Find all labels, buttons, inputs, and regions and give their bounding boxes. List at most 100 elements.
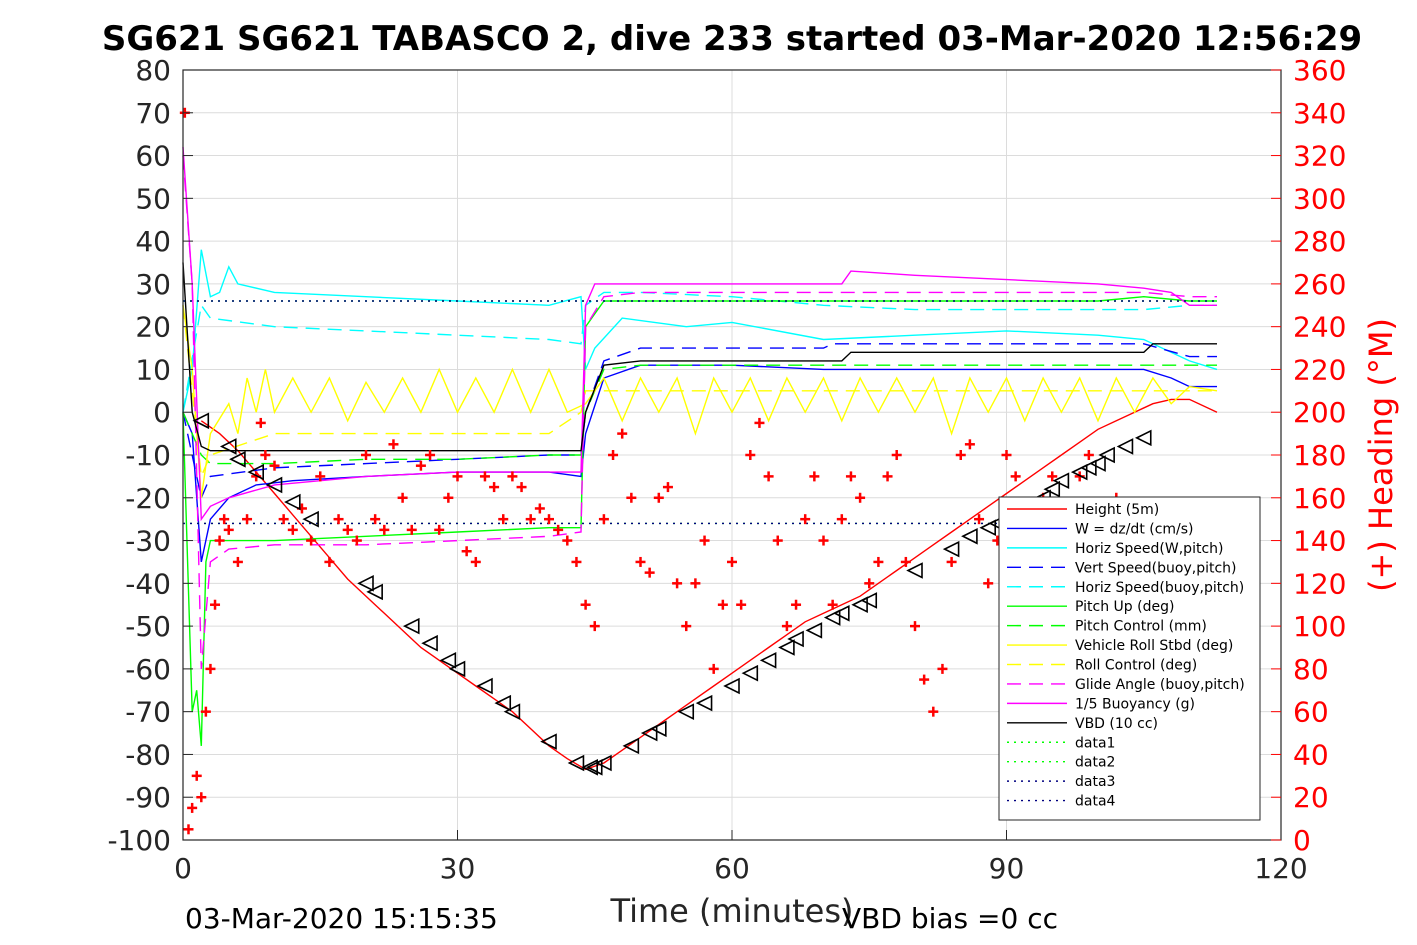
heading-point (827, 599, 838, 610)
y2-tick-label: 40 (1293, 738, 1329, 771)
y2-tick-label: 20 (1293, 781, 1329, 814)
series-line-11 (182, 262, 1217, 452)
y-tick-label: -90 (125, 781, 171, 814)
dive-marker (650, 720, 667, 738)
heading-point (699, 535, 710, 546)
dive-marker (1116, 438, 1134, 455)
right-axis-label: (+) Heading (°M) (1362, 318, 1400, 592)
dive-marker (219, 438, 237, 455)
y-tick-label: -70 (125, 696, 171, 729)
dive-marker (302, 510, 319, 528)
legend-label: VBD (10 cc) (1075, 716, 1158, 732)
heading-point (315, 471, 326, 482)
y2-tick-label: 100 (1293, 610, 1346, 643)
heading-point (580, 599, 591, 610)
dive-marker (1052, 472, 1070, 489)
dive-marker (1098, 446, 1115, 464)
y2-tick-label: 320 (1293, 140, 1346, 173)
y-tick-label: -50 (125, 610, 171, 643)
series-line-10 (182, 146, 1217, 522)
heading-point (882, 471, 893, 482)
dive-marker (192, 412, 210, 430)
heading-point (219, 514, 230, 525)
heading-point (626, 492, 637, 503)
y2-tick-label: 120 (1293, 567, 1346, 600)
dive-marker (1070, 463, 1088, 481)
y2-tick-label: 280 (1293, 225, 1346, 258)
heading-point (818, 535, 829, 546)
legend-label: data3 (1075, 774, 1115, 790)
series-line-4 (182, 291, 1217, 413)
heading-point (242, 514, 253, 525)
heading-point (946, 556, 957, 567)
legend-label: Glide Angle (buoy,pitch) (1075, 677, 1245, 693)
heading-point (855, 492, 866, 503)
marker-layer (192, 412, 1152, 776)
legend-label: data1 (1075, 735, 1115, 751)
heading-point (306, 535, 317, 546)
heading-point (900, 556, 911, 567)
dive-marker (1080, 459, 1097, 477)
y-tick-label: -100 (107, 824, 171, 857)
dive-marker (833, 604, 850, 622)
dive-marker (741, 664, 759, 682)
heading-point (278, 514, 289, 525)
y2-tick-label: 80 (1293, 653, 1329, 686)
dive-marker (778, 639, 795, 656)
dive-marker (961, 527, 978, 545)
heading-point (379, 524, 390, 535)
heading-point (745, 450, 756, 460)
heading-point (333, 514, 344, 525)
y2-tick-label: 140 (1293, 525, 1346, 558)
dive-marker (503, 703, 521, 720)
dive-marker (476, 677, 493, 695)
heading-point (324, 556, 335, 567)
series-line-2 (182, 249, 1218, 413)
series-line-6 (182, 364, 1217, 465)
dive-marker (229, 450, 246, 468)
heading-point (342, 524, 353, 535)
x-tick-label: 90 (989, 852, 1025, 885)
heading-point (452, 471, 463, 482)
heading-point (553, 524, 564, 535)
y2-tick-label: 240 (1293, 311, 1346, 344)
y2-tick-label: 180 (1293, 439, 1346, 472)
legend-label: Height (5m) (1075, 502, 1159, 518)
dive-marker (805, 622, 823, 639)
heading-point (388, 439, 399, 450)
heading-point (662, 482, 673, 493)
heading-point (516, 482, 527, 493)
dive-marker (695, 694, 713, 712)
y-tick-label: -20 (125, 482, 171, 515)
x-tick-label: 120 (1254, 852, 1307, 885)
heading-point (183, 824, 194, 835)
heading-point (598, 514, 609, 525)
heading-point (425, 450, 436, 460)
dive-marker (567, 754, 585, 772)
legend-label: Vehicle Roll Stbd (deg) (1075, 638, 1233, 654)
y-tick-label: -40 (125, 567, 171, 600)
dive-marker (979, 519, 997, 537)
heading-point (534, 503, 545, 514)
y2-tick-label: 0 (1293, 824, 1311, 857)
heading-point (772, 535, 783, 546)
y-tick-label: 60 (135, 140, 171, 173)
heading-point (653, 492, 664, 503)
dive-marker (823, 609, 841, 626)
dive-marker (265, 476, 283, 494)
dive-marker (851, 596, 868, 614)
y-tick-label: -30 (125, 525, 171, 558)
heading-point (571, 556, 582, 567)
heading-point (361, 450, 371, 460)
legend-label: Horiz Speed(buoy,pitch) (1075, 580, 1244, 596)
legend-label: 1/5 Buoyancy (g) (1075, 696, 1195, 712)
dive-marker (494, 694, 512, 712)
series-line-8 (182, 305, 1217, 480)
heading-point (635, 556, 646, 567)
dive-marker (942, 540, 960, 558)
heading-point (781, 621, 792, 632)
heading-point (836, 514, 847, 525)
heading-point (809, 471, 820, 482)
dive-marker (540, 733, 557, 750)
heading-point (269, 460, 280, 471)
